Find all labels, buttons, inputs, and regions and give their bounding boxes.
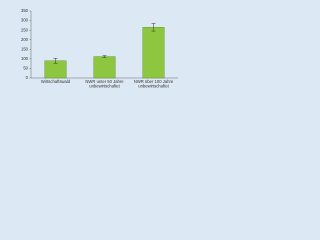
x-tick-label: NWR unter 50 Jahre unbewirtschaftet [85,79,124,89]
y-tick-label: 100 [21,56,29,61]
chart: 0 50 100 150 200 250 300 350 Wirtschaftswald NWR … [0,0,186,124]
y-tick-label: 250 [21,27,29,32]
x-tick-label: NWR über 100 Jahre unbewirtschaftet [134,79,174,89]
y-tick-label: 0 [26,75,29,80]
y-tick-label: 50 [23,66,28,71]
bar [142,27,165,79]
y-tick-label: 150 [21,46,29,51]
y-tick-label: 200 [21,37,29,42]
bar [93,56,116,79]
x-tick-label: Wirtschaftswald [41,79,71,84]
y-tick-label: 350 [21,8,29,13]
y-tick-label: 300 [21,18,29,23]
